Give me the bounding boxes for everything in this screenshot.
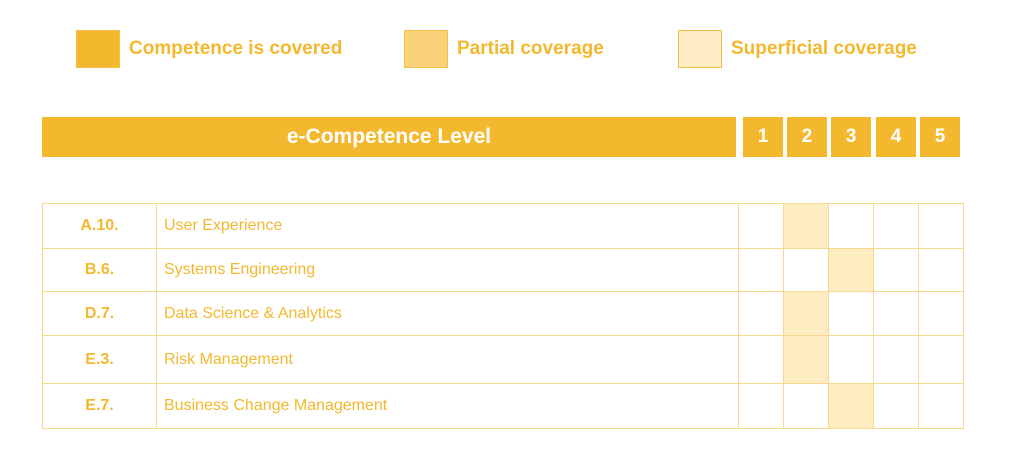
level-cell <box>783 383 829 429</box>
level-cell <box>918 248 964 292</box>
table-row: A.10. User Experience <box>42 203 964 249</box>
competence-name: Systems Engineering <box>156 248 739 292</box>
level-cell <box>918 203 964 249</box>
competence-code: E.7. <box>42 383 157 429</box>
level-cell <box>873 335 919 384</box>
level-cell <box>828 203 874 249</box>
table-row: B.6. Systems Engineering <box>42 248 964 292</box>
competence-name: User Experience <box>156 203 739 249</box>
competence-code: B.6. <box>42 248 157 292</box>
competence-code: A.10. <box>42 203 157 249</box>
level-cell <box>738 248 784 292</box>
level-cell <box>918 291 964 336</box>
legend-item-covered: Competence is covered <box>76 30 342 68</box>
level-cell <box>738 383 784 429</box>
level-cell <box>873 291 919 336</box>
legend-swatch-partial <box>404 30 448 68</box>
level-header-1: 1 <box>743 117 783 157</box>
legend-label-superficial: Superficial coverage <box>731 38 917 59</box>
legend-label-partial: Partial coverage <box>457 38 604 59</box>
level-header-3: 3 <box>831 117 871 157</box>
level-header-5: 5 <box>920 117 960 157</box>
level-cell <box>828 383 874 429</box>
level-cell <box>828 248 874 292</box>
level-header-4: 4 <box>876 117 916 157</box>
level-cell <box>783 203 829 249</box>
competence-name: Risk Management <box>156 335 739 384</box>
level-cell <box>918 383 964 429</box>
level-cell <box>738 335 784 384</box>
competence-name: Business Change Management <box>156 383 739 429</box>
legend-item-partial: Partial coverage <box>404 30 604 68</box>
competence-name: Data Science & Analytics <box>156 291 739 336</box>
level-cell <box>783 291 829 336</box>
level-cell <box>828 335 874 384</box>
legend-item-superficial: Superficial coverage <box>678 30 917 68</box>
legend-swatch-covered <box>76 30 120 68</box>
level-cell <box>873 383 919 429</box>
table-row: D.7. Data Science & Analytics <box>42 291 964 336</box>
competence-code: D.7. <box>42 291 157 336</box>
level-cell <box>873 248 919 292</box>
level-cell <box>738 291 784 336</box>
level-cell <box>783 248 829 292</box>
level-cell <box>783 335 829 384</box>
legend-label-covered: Competence is covered <box>129 38 343 59</box>
level-cell <box>873 203 919 249</box>
level-cell <box>828 291 874 336</box>
competence-code: E.3. <box>42 335 157 384</box>
legend-swatch-superficial <box>678 30 722 68</box>
level-cell <box>738 203 784 249</box>
competence-table: A.10. User Experience B.6. Systems Engin… <box>42 203 964 429</box>
table-row: E.7. Business Change Management <box>42 383 964 429</box>
level-header-2: 2 <box>787 117 827 157</box>
table-row: E.3. Risk Management <box>42 335 964 384</box>
competence-level-header: e-Competence Level <box>42 117 736 157</box>
level-cell <box>918 335 964 384</box>
